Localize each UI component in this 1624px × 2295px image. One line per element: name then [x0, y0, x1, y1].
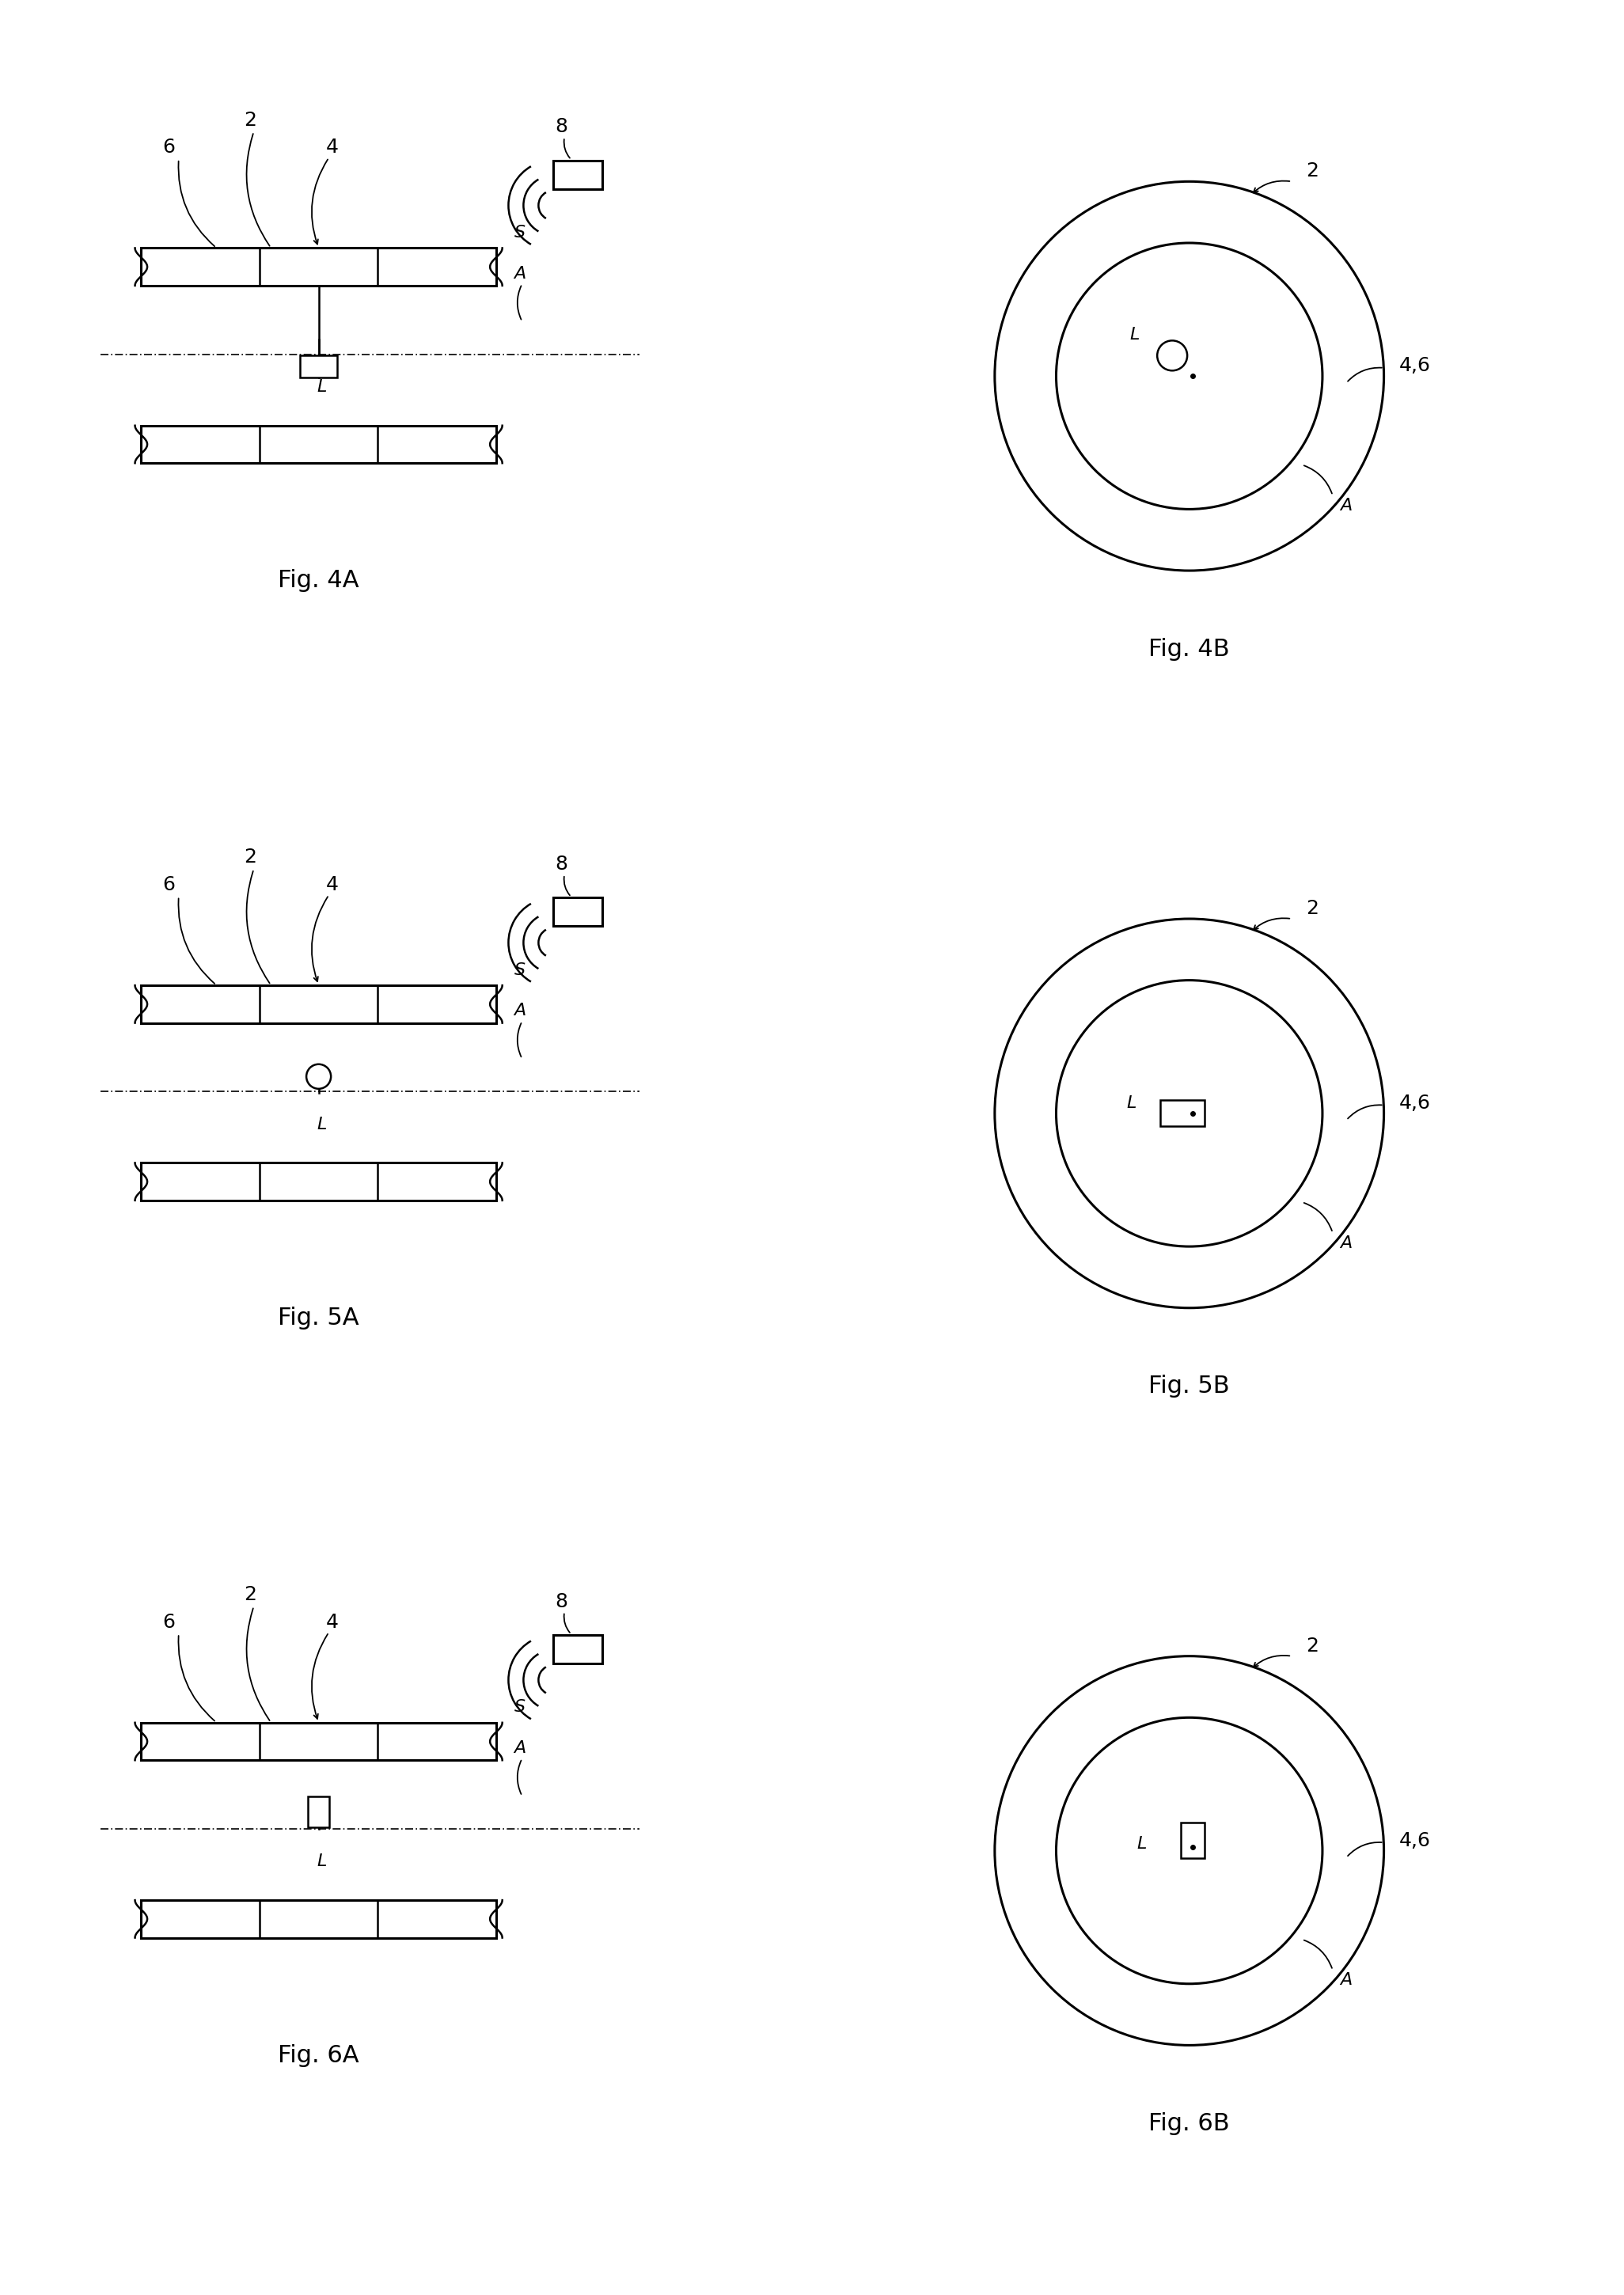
- Bar: [141, 1724, 497, 1760]
- Text: A: A: [515, 1003, 526, 1019]
- Text: L: L: [317, 1115, 326, 1131]
- Text: Fig. 6B: Fig. 6B: [1148, 2111, 1229, 2134]
- Text: 4,6: 4,6: [1398, 1831, 1431, 1850]
- Text: 4: 4: [326, 138, 339, 156]
- Text: Fig. 5B: Fig. 5B: [1148, 1375, 1229, 1398]
- Text: A: A: [1340, 1235, 1353, 1251]
- Bar: [141, 1900, 497, 1937]
- Text: S: S: [515, 225, 526, 241]
- Text: 4,6: 4,6: [1398, 356, 1431, 376]
- Bar: [554, 1634, 603, 1664]
- Circle shape: [1158, 340, 1187, 369]
- Text: 6: 6: [162, 1613, 175, 1632]
- Text: L: L: [1137, 1836, 1147, 1852]
- Text: 2: 2: [1306, 900, 1319, 918]
- Bar: [141, 425, 497, 464]
- Text: 2: 2: [244, 847, 257, 868]
- Bar: [554, 161, 603, 188]
- Text: 6: 6: [162, 138, 175, 156]
- Text: 2: 2: [244, 1586, 257, 1604]
- Text: 8: 8: [555, 117, 567, 135]
- Text: Fig. 4A: Fig. 4A: [278, 569, 359, 592]
- Bar: [300, 356, 338, 376]
- Text: Fig. 4B: Fig. 4B: [1148, 638, 1229, 661]
- Bar: [141, 985, 497, 1024]
- Text: A: A: [1340, 498, 1353, 514]
- Text: 4: 4: [326, 1613, 339, 1632]
- Text: A: A: [515, 1740, 526, 1756]
- Bar: [141, 248, 497, 285]
- Text: 8: 8: [555, 1593, 567, 1611]
- Text: S: S: [515, 962, 526, 978]
- Text: Fig. 6A: Fig. 6A: [278, 2045, 359, 2068]
- Text: 8: 8: [555, 854, 567, 874]
- Text: Fig. 5A: Fig. 5A: [278, 1306, 359, 1329]
- Text: L: L: [1127, 1095, 1137, 1111]
- Bar: [1160, 1099, 1205, 1127]
- Text: 6: 6: [162, 874, 175, 895]
- Circle shape: [307, 1065, 331, 1088]
- Text: 4,6: 4,6: [1398, 1095, 1431, 1113]
- Text: L: L: [317, 379, 326, 395]
- Bar: [307, 1797, 330, 1827]
- Bar: [141, 1164, 497, 1200]
- Bar: [554, 897, 603, 927]
- Text: L: L: [1130, 328, 1140, 342]
- Text: S: S: [515, 1698, 526, 1714]
- Text: 4: 4: [326, 874, 339, 895]
- Text: A: A: [515, 266, 526, 282]
- Bar: [1181, 1822, 1205, 1859]
- Text: 2: 2: [244, 110, 257, 129]
- Text: L: L: [317, 1854, 326, 1870]
- Text: 2: 2: [1306, 1636, 1319, 1655]
- Text: 2: 2: [1306, 161, 1319, 181]
- Text: A: A: [1340, 1971, 1353, 1987]
